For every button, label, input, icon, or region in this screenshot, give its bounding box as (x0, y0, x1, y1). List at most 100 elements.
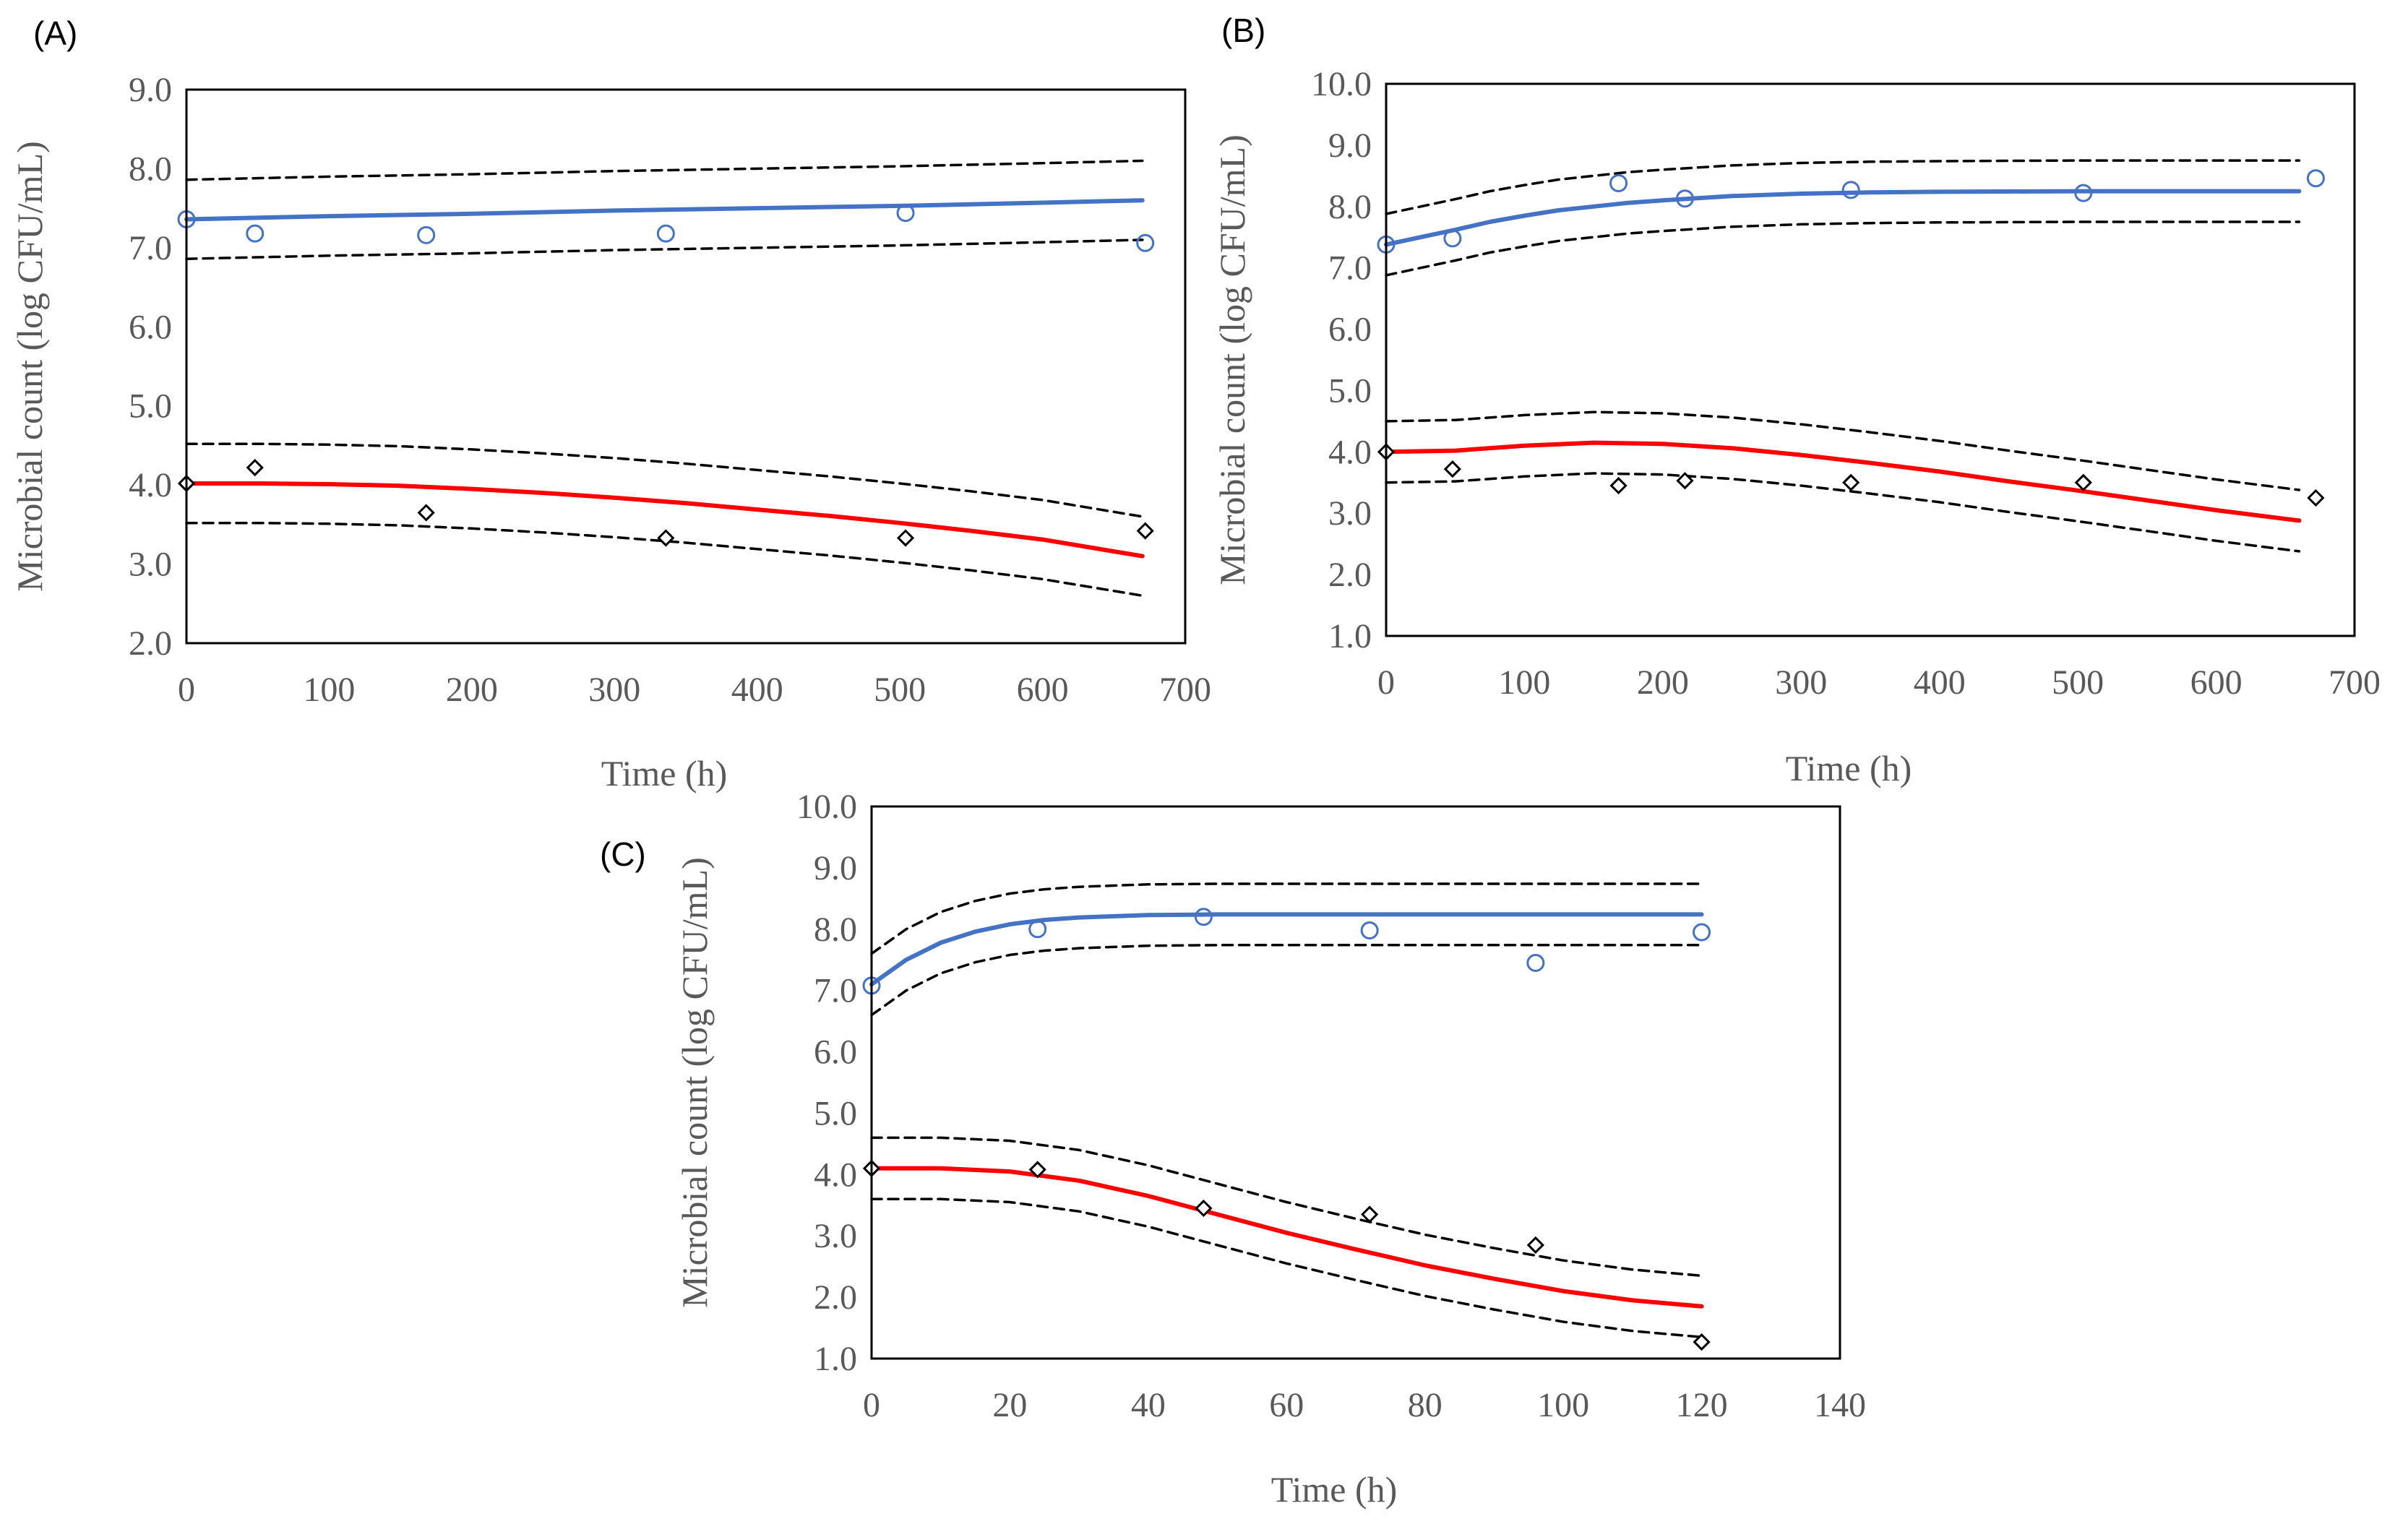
x-tick-label: 200 (446, 671, 498, 709)
lower-observed-point (1676, 472, 1694, 490)
y-tick-label: 1.0 (1328, 617, 1372, 655)
lower-confidence-band (185, 521, 1144, 598)
upper-fitted-curve (184, 198, 1145, 222)
lower-fitted-curve (1384, 440, 2302, 523)
y-tick-label: 8.0 (1328, 188, 1372, 226)
y-tick-label: 10.0 (796, 788, 857, 826)
upper-fitted-curve (1384, 189, 2302, 247)
x-tick-label: 400 (1914, 663, 1966, 702)
y-tick-label: 9.0 (1328, 126, 1372, 165)
x-tick-label: 600 (1017, 671, 1069, 709)
y-tick-label: 6.0 (1328, 311, 1372, 349)
upper-observed-point (1841, 181, 1860, 199)
upper-confidence-band (185, 159, 1144, 181)
lower-confidence-band (1385, 472, 2301, 553)
upper-observed-point (1443, 229, 1462, 248)
x-tick-label: 60 (1269, 1386, 1304, 1424)
lower-confidence-band (870, 1136, 1703, 1278)
lower-observed-point (1028, 1161, 1046, 1179)
upper-confidence-band (870, 944, 1703, 1017)
x-tick-label: 120 (1676, 1386, 1728, 1424)
lower-observed-point (1195, 1199, 1213, 1218)
y-axis-title: Microbial count (log CFU/mL) (1212, 134, 1252, 585)
upper-observed-point (1194, 908, 1213, 926)
upper-confidence-band (870, 882, 1703, 955)
lower-observed-point (1136, 522, 1154, 540)
lower-observed-point (417, 504, 435, 522)
lower-observed-point (1609, 476, 1627, 495)
x-axis-title: Time (h) (1271, 1469, 1398, 1510)
upper-observed-point (1675, 189, 1694, 208)
x-tick-label: 500 (874, 671, 926, 709)
upper-confidence-band (1385, 159, 2301, 215)
x-tick-label: 200 (1637, 663, 1689, 702)
lower-observed-point (1526, 1236, 1544, 1255)
y-tick-label: 4.0 (1328, 433, 1372, 471)
upper-observed-point (417, 225, 436, 244)
x-axis-title: Time (h) (1786, 748, 1912, 788)
y-tick-label: 6.0 (814, 1033, 857, 1072)
x-tick-label: 500 (2052, 663, 2104, 702)
upper-observed-point (1693, 923, 1711, 942)
upper-observed-point (2074, 184, 2093, 202)
y-tick-label: 4.0 (814, 1156, 857, 1194)
y-tick-label: 5.0 (1328, 371, 1372, 410)
upper-observed-point (656, 224, 675, 243)
lower-observed-point (1693, 1333, 1711, 1351)
lower-confidence-band (870, 1197, 1703, 1339)
upper-fitted-curve (869, 912, 1704, 987)
upper-observed-point (1136, 233, 1155, 252)
x-tick-label: 400 (731, 671, 783, 709)
y-tick-label: 4.0 (129, 466, 172, 504)
upper-confidence-band (185, 238, 1144, 260)
x-tick-label: 20 (992, 1386, 1027, 1424)
y-tick-label: 3.0 (129, 546, 172, 584)
lower-observed-point (246, 458, 264, 477)
y-tick-label: 7.0 (1328, 249, 1372, 288)
lower-confidence-band (185, 442, 1144, 518)
y-tick-label: 7.0 (129, 229, 172, 267)
x-axis-title: Time (h) (601, 753, 728, 793)
lower-fitted-curve (184, 481, 1145, 559)
lower-observed-point (896, 529, 915, 547)
y-tick-label: 1.0 (814, 1340, 857, 1378)
y-axis-title: Microbial count (log CFU/mL) (674, 857, 715, 1308)
upper-observed-point (1360, 921, 1379, 939)
x-tick-label: 100 (303, 671, 355, 709)
y-tick-label: 2.0 (129, 624, 172, 663)
y-tick-label: 7.0 (814, 972, 857, 1010)
y-tick-label: 9.0 (814, 849, 857, 887)
plot-area-frame (1385, 82, 2356, 637)
x-tick-label: 0 (863, 1386, 880, 1424)
lower-fitted-curve (869, 1166, 1704, 1309)
x-tick-label: 300 (1775, 663, 1827, 702)
lower-observed-point (1443, 460, 1462, 478)
panel-label: (C) (600, 835, 646, 873)
panel-c: (C) 1.0 2.0 3.0 4.0 5.0 6.0 7.0 8.0 9.0 10.0 0 20 40 6… (600, 788, 1866, 1510)
plot-area-frame (185, 88, 1187, 645)
y-tick-label: 3.0 (814, 1217, 857, 1255)
x-tick-label: 700 (2329, 663, 2381, 702)
panel-b: (B) 1.0 2.0 3.0 4.0 5.0 6.0 7.0 8.0 9.0 10.0 0 100 20… (1212, 12, 2381, 788)
x-tick-label: 100 (1537, 1386, 1589, 1424)
lower-confidence-band (1385, 410, 2301, 491)
upper-observed-point (1609, 174, 1628, 193)
y-tick-label: 10.0 (1311, 65, 1372, 103)
x-tick-label: 300 (588, 671, 640, 709)
upper-observed-point (1028, 920, 1047, 939)
lower-observed-point (2307, 489, 2325, 507)
y-tick-label: 6.0 (129, 308, 172, 346)
y-tick-label: 2.0 (814, 1278, 857, 1317)
x-tick-label: 40 (1131, 1386, 1166, 1424)
x-tick-label: 80 (1408, 1386, 1442, 1424)
lower-observed-point (657, 529, 675, 547)
x-tick-label: 0 (178, 671, 195, 709)
plot-area-frame (870, 805, 1841, 1360)
upper-observed-point (896, 204, 915, 223)
y-tick-label: 5.0 (814, 1094, 857, 1132)
y-tick-label: 9.0 (129, 71, 172, 109)
upper-observed-point (1526, 953, 1545, 972)
x-tick-label: 600 (2190, 663, 2243, 702)
panel-label: (A) (33, 14, 77, 52)
y-tick-label: 8.0 (129, 150, 172, 188)
